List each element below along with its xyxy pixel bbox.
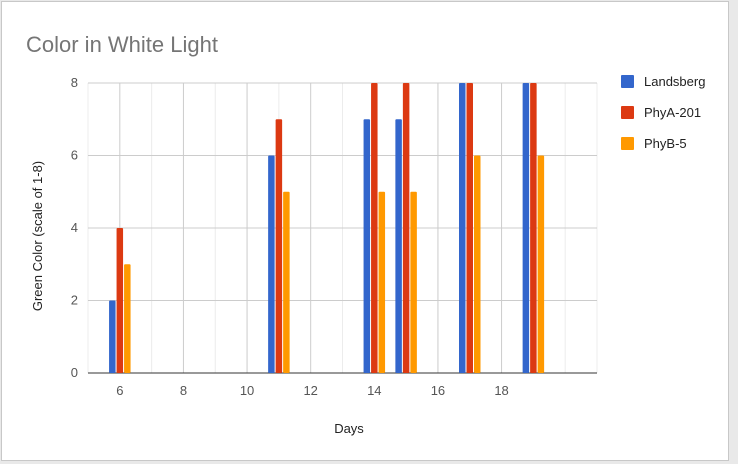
y-axis-title: Green Color (scale of 1-8) <box>30 161 45 311</box>
bar-landsberg-day-11 <box>268 155 275 373</box>
bar-phya-201-day-14 <box>371 83 378 373</box>
bar-landsberg-day-6 <box>109 300 116 373</box>
x-tick-label: 14 <box>367 383 381 398</box>
bar-landsberg-day-14 <box>363 119 371 373</box>
bar-phya-201-day-11 <box>275 119 283 373</box>
y-tick-label: 8 <box>71 75 78 90</box>
x-axis-ticks: 6 8 10 12 14 16 18 <box>116 383 509 398</box>
chart-legend: Landsberg PhyA-201 PhyB-5 <box>621 74 705 151</box>
y-tick-label: 0 <box>71 365 78 380</box>
x-tick-label: 12 <box>303 383 317 398</box>
chart-bars <box>109 83 545 373</box>
bar-phya-201-day-15 <box>402 83 410 373</box>
y-tick-label: 4 <box>71 220 78 235</box>
bar-phyb-5-day-6 <box>124 264 131 373</box>
bar-phyb-5-day-17 <box>474 155 481 373</box>
y-tick-label: 6 <box>71 148 78 163</box>
legend-label-phya-201: PhyA-201 <box>644 105 701 120</box>
bar-landsberg-day-19 <box>522 83 530 373</box>
x-tick-label: 16 <box>431 383 445 398</box>
bar-phya-201-day-17 <box>466 83 473 373</box>
x-tick-label: 6 <box>116 383 123 398</box>
bar-phyb-5-day-15 <box>410 191 417 373</box>
bar-phya-201-day-19 <box>530 83 537 373</box>
bar-phyb-5-day-11 <box>283 191 290 373</box>
bar-landsberg-day-17 <box>459 83 466 373</box>
x-axis-title: Days <box>334 421 364 436</box>
x-tick-label: 18 <box>494 383 508 398</box>
bar-landsberg-day-15 <box>395 119 402 373</box>
y-tick-label: 2 <box>71 293 78 308</box>
x-tick-label: 10 <box>240 383 254 398</box>
y-axis-ticks: 0 2 4 6 8 <box>71 75 78 380</box>
bar-phyb-5-day-14 <box>378 191 386 373</box>
legend-swatch-landsberg <box>621 75 634 88</box>
bar-phyb-5-day-19 <box>537 155 545 373</box>
legend-label-landsberg: Landsberg <box>644 74 705 89</box>
x-tick-label: 8 <box>180 383 187 398</box>
legend-swatch-phyb-5 <box>621 137 634 150</box>
legend-swatch-phya-201 <box>621 106 634 119</box>
chart-grid <box>87 82 598 374</box>
legend-label-phyb-5: PhyB-5 <box>644 136 687 151</box>
bar-phya-201-day-6 <box>116 228 124 373</box>
chart-title: Color in White Light <box>26 32 218 57</box>
